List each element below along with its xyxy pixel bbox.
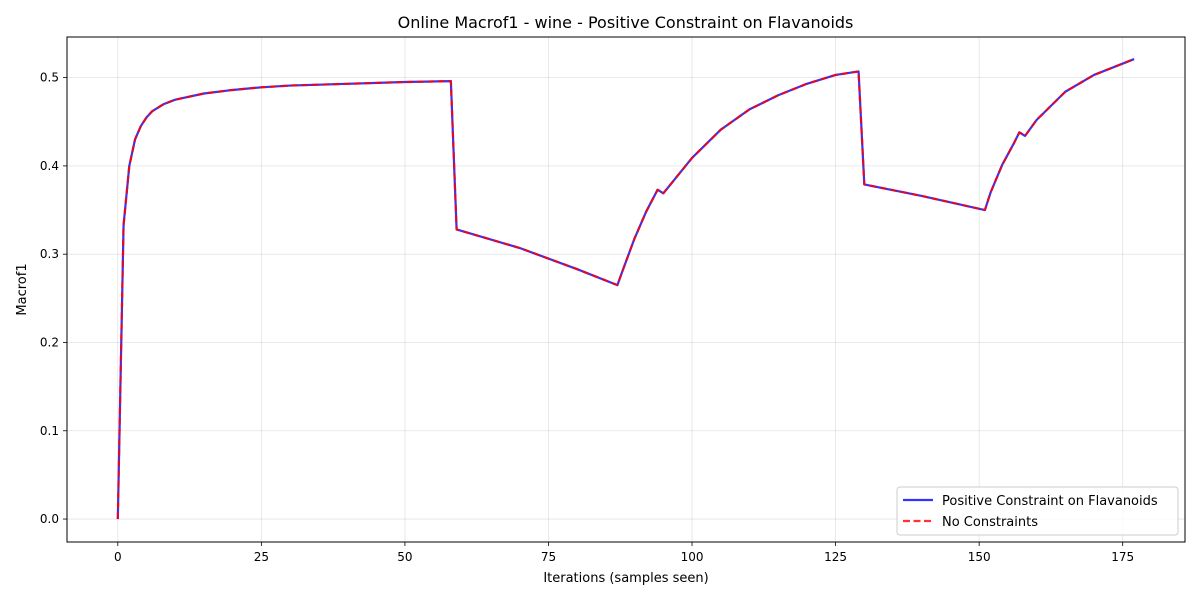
x-tick-label: 50 xyxy=(397,550,412,564)
x-axis-label: Iterations (samples seen) xyxy=(543,571,708,586)
y-tick-label: 0.0 xyxy=(40,512,59,526)
x-tick-label: 0 xyxy=(114,550,122,564)
x-tick-label: 100 xyxy=(681,550,704,564)
x-tick-label: 125 xyxy=(824,550,847,564)
y-axis-ticks: 0.0 0.1 0.2 0.3 0.4 0.5 xyxy=(40,71,67,526)
legend-label-positive-constraint: Positive Constraint on Flavanoids xyxy=(942,494,1158,509)
series-line-no-constraints xyxy=(116,58,1135,520)
series-lines xyxy=(116,58,1135,520)
y-tick-label: 0.5 xyxy=(40,71,59,85)
y-tick-label: 0.3 xyxy=(40,247,59,261)
x-tick-label: 150 xyxy=(968,550,991,564)
y-tick-label: 0.2 xyxy=(40,335,59,349)
legend-box xyxy=(896,486,1179,536)
y-axis-label: Macrof1 xyxy=(15,263,30,315)
x-tick-label: 25 xyxy=(254,550,269,564)
legend-label-no-constraints: No Constraints xyxy=(942,515,1038,530)
plot-frame xyxy=(66,36,1186,543)
legend: Positive Constraint on Flavanoids No Con… xyxy=(896,486,1179,536)
x-axis-ticks: 0 25 50 75 100 125 150 175 xyxy=(114,542,1134,564)
chart-title: Online Macrof1 - wine - Positive Constra… xyxy=(398,13,854,32)
y-tick-label: 0.4 xyxy=(40,159,59,173)
grid xyxy=(67,37,1185,542)
x-tick-label: 175 xyxy=(1111,550,1134,564)
y-tick-label: 0.1 xyxy=(40,424,59,438)
x-tick-label: 75 xyxy=(541,550,556,564)
